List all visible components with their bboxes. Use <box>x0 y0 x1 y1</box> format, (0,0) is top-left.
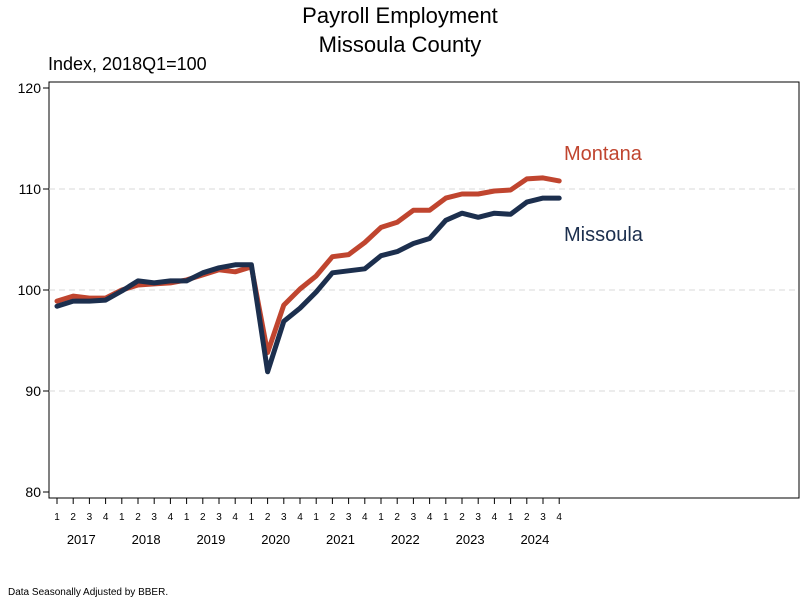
y-tick-label: 90 <box>25 383 41 399</box>
x-quarter-label: 4 <box>492 512 498 523</box>
y-axis: 80 90 100 110 120 <box>18 80 49 500</box>
x-quarter-label: 4 <box>362 512 368 523</box>
y-axis-label: Index, 2018Q1=100 <box>48 54 207 74</box>
x-quarter-label: 2 <box>524 512 530 523</box>
y-tick-label: 110 <box>19 181 42 197</box>
series-label-missoula: Missoula <box>564 224 644 246</box>
x-year-label: 2017 <box>67 532 96 547</box>
x-quarter-label: 1 <box>313 512 319 523</box>
x-quarter-label: 3 <box>216 512 222 523</box>
x-quarter-label: 2 <box>330 512 336 523</box>
x-quarter-label: 1 <box>119 512 125 523</box>
x-quarter-label: 2 <box>200 512 206 523</box>
x-quarter-label: 1 <box>184 512 190 523</box>
y-tick-label: 80 <box>25 484 41 500</box>
x-year-label: 2020 <box>261 532 290 547</box>
x-year-label: 2021 <box>326 532 355 547</box>
x-quarter-label: 3 <box>475 512 481 523</box>
x-quarter-label: 2 <box>265 512 271 523</box>
x-year-label: 2018 <box>132 532 161 547</box>
chart-title: Payroll Employment <box>302 3 498 28</box>
series-lines <box>54 175 562 375</box>
x-year-label: 2023 <box>456 532 485 547</box>
series-label-montana: Montana <box>564 143 643 165</box>
x-quarter-label: 1 <box>508 512 514 523</box>
chart-subtitle: Missoula County <box>319 32 482 57</box>
x-quarter-label: 1 <box>54 512 60 523</box>
x-quarter-label: 1 <box>249 512 255 523</box>
x-year-label: 2024 <box>520 532 549 547</box>
x-quarter-label: 3 <box>151 512 157 523</box>
series-line-montana <box>54 175 562 356</box>
x-quarter-label: 4 <box>103 512 109 523</box>
series-line-missoula <box>54 195 562 375</box>
x-quarter-label: 4 <box>232 512 238 523</box>
x-quarter-label: 4 <box>427 512 433 523</box>
x-quarter-label: 1 <box>378 512 384 523</box>
x-quarter-label: 2 <box>459 512 465 523</box>
x-quarter-label: 2 <box>135 512 141 523</box>
y-tick-label: 120 <box>18 80 42 96</box>
y-tick-label: 100 <box>18 282 42 298</box>
footnote: Data Seasonally Adjusted by BBER. <box>8 587 168 598</box>
x-quarter-label: 4 <box>556 512 562 523</box>
x-quarter-label: 2 <box>70 512 76 523</box>
x-quarter-label: 3 <box>87 512 93 523</box>
x-year-label: 2019 <box>196 532 225 547</box>
x-quarter-label: 2 <box>394 512 400 523</box>
x-year-label: 2022 <box>391 532 420 547</box>
x-quarter-label: 1 <box>443 512 449 523</box>
x-quarter-label: 3 <box>411 512 417 523</box>
x-quarter-label: 3 <box>540 512 546 523</box>
x-quarter-label: 3 <box>281 512 287 523</box>
x-quarter-label: 4 <box>297 512 303 523</box>
x-quarter-label: 4 <box>168 512 174 523</box>
gridlines <box>49 188 799 392</box>
x-quarter-label: 3 <box>346 512 352 523</box>
